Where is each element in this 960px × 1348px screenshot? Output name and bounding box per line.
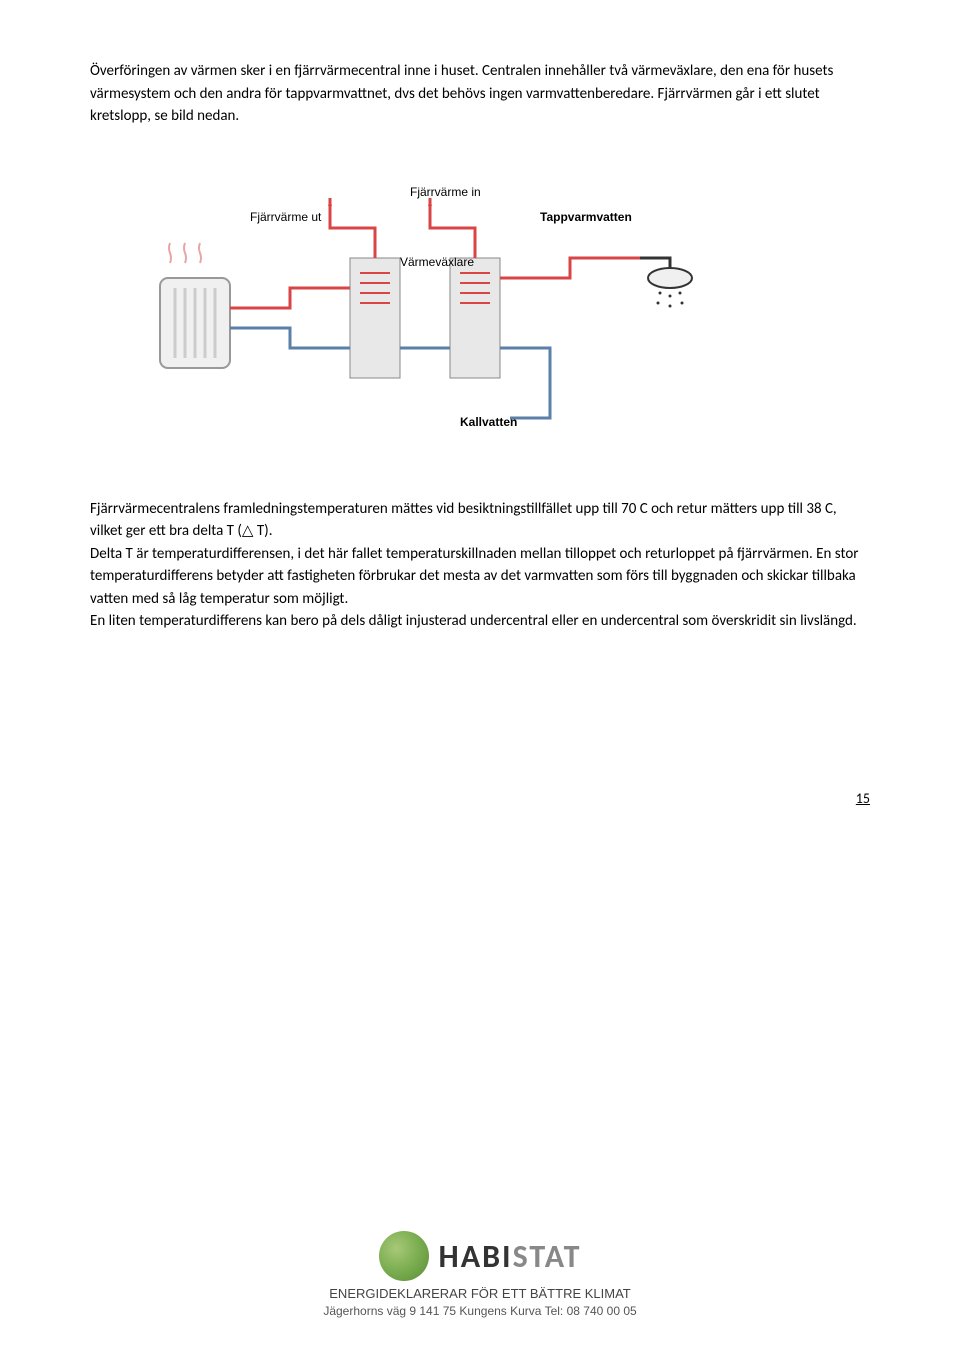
label-kallvatten: Kallvatten	[460, 413, 517, 431]
logo-text: HABISTAT	[439, 1237, 582, 1276]
logo-sphere-icon	[379, 1231, 429, 1281]
label-fjarrvarme-ut: Fjärrvärme ut	[250, 208, 321, 226]
measurement-paragraph: Fjärrvärmecentralens framledningstempera…	[90, 498, 870, 543]
deltat-paragraph: Delta T är temperaturdifferensen, i det …	[90, 543, 870, 611]
logo-suffix: STAT	[513, 1237, 582, 1276]
smalldiff-paragraph: En liten temperaturdifferens kan bero på…	[90, 610, 870, 633]
footer-tagline: ENERGIDEKLARERAR FÖR ETT BÄTTRE KLIMAT	[0, 1286, 960, 1301]
page-footer: HABISTAT ENERGIDEKLARERAR FÖR ETT BÄTTRE…	[0, 1231, 960, 1318]
logo-name: HABI	[439, 1237, 513, 1276]
logo: HABISTAT	[0, 1231, 960, 1281]
label-varmevaxlare: Värmeväxlare	[400, 253, 474, 271]
document-body: Överföringen av värmen sker i en fjärrvä…	[90, 60, 870, 633]
fjarrvarme-diagram: Fjärrvärme in Fjärrvärme ut Tappvarmvatt…	[150, 178, 750, 458]
footer-address: Jägerhorns väg 9 141 75 Kungens Kurva Te…	[0, 1304, 960, 1318]
intro-paragraph: Överföringen av värmen sker i en fjärrvä…	[90, 60, 870, 128]
label-tappvarmvatten: Tappvarmvatten	[540, 208, 632, 226]
page-number: 15	[856, 790, 870, 807]
label-fjarrvarme-in: Fjärrvärme in	[410, 183, 481, 201]
